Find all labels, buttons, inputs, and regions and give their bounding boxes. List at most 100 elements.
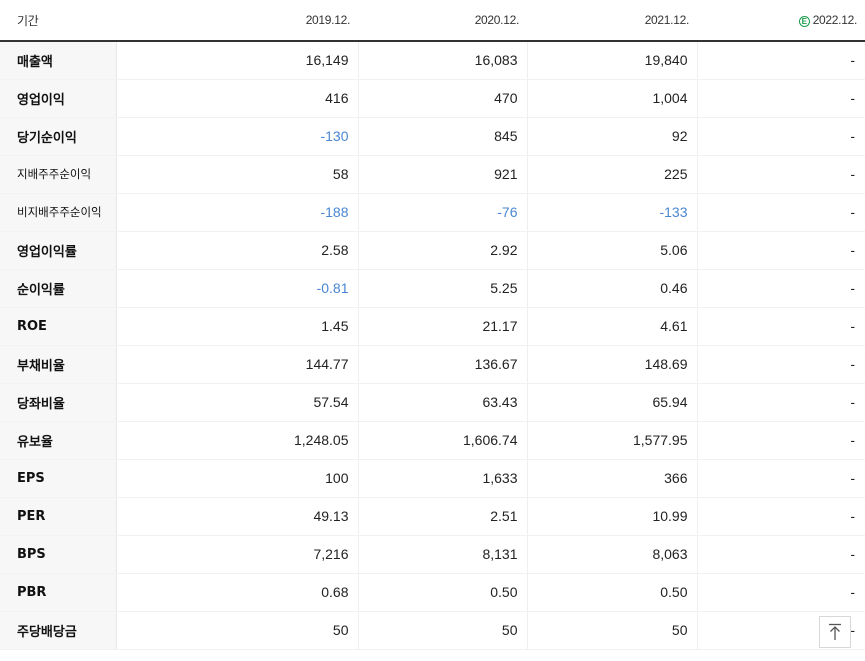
table-cell: - xyxy=(696,230,865,270)
table-row-bps: BPS 7,216 8,131 8,063 - xyxy=(0,535,865,574)
table-cell: 19,840 xyxy=(526,41,697,80)
table-cell: - xyxy=(696,344,865,384)
table-cell: 0.50 xyxy=(357,573,527,612)
table-cell: 92 xyxy=(526,117,697,156)
table-row-net-margin: 순이익률 -0.81 5.25 0.46 - xyxy=(0,269,865,308)
table-cell: 148.69 xyxy=(526,344,697,384)
table-cell: 4.61 xyxy=(526,307,697,346)
table-cell: - xyxy=(696,497,865,536)
table-cell: 1,248.05 xyxy=(115,421,358,460)
table-cell: 49.13 xyxy=(115,497,358,536)
table-cell: 921 xyxy=(357,155,527,194)
table-row-controlling-net-income: 지배주주순이익 58 921 225 - xyxy=(0,155,865,194)
table-cell: 50 xyxy=(526,610,697,650)
period-2020-header: 2020.12. xyxy=(358,0,527,42)
period-2022-header: E 2022.12. xyxy=(697,0,865,42)
table-row-revenue: 매출액 16,149 16,083 19,840 - xyxy=(0,41,865,80)
table-row-quick-ratio: 당좌비율 57.54 63.43 65.94 - xyxy=(0,383,865,422)
table-cell: 144.77 xyxy=(115,344,358,384)
table-cell: 1,633 xyxy=(357,458,527,498)
table-cell: 470 xyxy=(357,79,527,118)
table-cell: - xyxy=(696,573,865,612)
row-label: 비지배주주순이익 xyxy=(0,193,117,232)
table-cell: - xyxy=(696,193,865,232)
table-cell: 2.51 xyxy=(357,497,527,536)
row-label: PBR xyxy=(0,573,117,612)
table-row-operating-margin: 영업이익률 2.58 2.92 5.06 - xyxy=(0,230,865,270)
table-cell: 136.67 xyxy=(357,344,527,384)
row-label: 부채비율 xyxy=(0,344,117,384)
table-cell: -0.81 xyxy=(115,269,358,308)
row-label: 지배주주순이익 xyxy=(0,155,117,194)
table-cell: -130 xyxy=(115,117,358,156)
row-label: 매출액 xyxy=(0,41,117,80)
table-cell: - xyxy=(696,117,865,156)
table-cell: - xyxy=(696,155,865,194)
period-2019-header: 2019.12. xyxy=(116,0,358,42)
table-row-eps: EPS 100 1,633 366 - xyxy=(0,458,865,498)
table-cell: - xyxy=(696,421,865,460)
table-row-noncontrolling-net-income: 비지배주주순이익 -188 -76 -133 - xyxy=(0,193,865,232)
scroll-to-top-button[interactable] xyxy=(819,616,851,648)
row-label: BPS xyxy=(0,535,117,574)
table-cell: 50 xyxy=(357,610,527,650)
table-cell: 16,149 xyxy=(115,41,358,80)
table-cell: 2.58 xyxy=(115,230,358,270)
estimate-e-icon: E xyxy=(798,16,810,27)
table-cell: 65.94 xyxy=(526,383,697,422)
arrow-up-to-top-icon xyxy=(829,623,841,640)
row-label: EPS xyxy=(0,458,117,498)
table-cell: 57.54 xyxy=(115,383,358,422)
table-row-per: PER 49.13 2.51 10.99 - xyxy=(0,497,865,536)
row-label: 당기순이익 xyxy=(0,117,117,156)
table-cell: 5.06 xyxy=(526,230,697,270)
row-label: 영업이익률 xyxy=(0,230,117,270)
header-row: 기간 2019.12. 2020.12. 2021.12. E 2022.12. xyxy=(0,0,865,42)
table-row-dividend-per-share: 주당배당금 50 50 50 - xyxy=(0,610,865,650)
row-label: 유보율 xyxy=(0,421,117,460)
row-label: 영업이익 xyxy=(0,79,117,118)
table-cell: 8,131 xyxy=(357,535,527,574)
row-label: 순이익률 xyxy=(0,269,117,308)
table-cell: 50 xyxy=(115,610,358,650)
table-cell: - xyxy=(696,535,865,574)
table-cell: 0.46 xyxy=(526,269,697,308)
table-row-net-income: 당기순이익 -130 845 92 - xyxy=(0,117,865,156)
table-cell: 1,606.74 xyxy=(357,421,527,460)
table-cell: - xyxy=(696,458,865,498)
table-cell: 1,004 xyxy=(526,79,697,118)
table-cell: 10.99 xyxy=(526,497,697,536)
table-cell: 0.68 xyxy=(115,573,358,612)
table-cell: 416 xyxy=(115,79,358,118)
table-cell: 100 xyxy=(115,458,358,498)
table-cell: - xyxy=(696,307,865,346)
table-cell: 8,063 xyxy=(526,535,697,574)
table-cell: 366 xyxy=(526,458,697,498)
table-cell: 63.43 xyxy=(357,383,527,422)
table-cell: 58 xyxy=(115,155,358,194)
row-label: PER xyxy=(0,497,117,536)
table-cell: 1,577.95 xyxy=(526,421,697,460)
table-cell: 0.50 xyxy=(526,573,697,612)
table-cell: - xyxy=(696,79,865,118)
table-cell: -188 xyxy=(115,193,358,232)
period-header-label: 기간 xyxy=(0,0,116,42)
table-cell: 1.45 xyxy=(115,307,358,346)
table-row-reserve-ratio: 유보율 1,248.05 1,606.74 1,577.95 - xyxy=(0,421,865,460)
table-row-operating-profit: 영업이익 416 470 1,004 - xyxy=(0,79,865,118)
table-row-roe: ROE 1.45 21.17 4.61 - xyxy=(0,307,865,346)
table-cell: 16,083 xyxy=(357,41,527,80)
table-cell: 2.92 xyxy=(357,230,527,270)
table-cell: 225 xyxy=(526,155,697,194)
table-cell: 7,216 xyxy=(115,535,358,574)
table-row-pbr: PBR 0.68 0.50 0.50 - xyxy=(0,573,865,612)
table-cell: - xyxy=(696,383,865,422)
table-row-debt-ratio: 부채비율 144.77 136.67 148.69 - xyxy=(0,344,865,384)
period-2022-label: 2022.12. xyxy=(812,13,858,27)
table-cell: -76 xyxy=(357,193,527,232)
row-label: 주당배당금 xyxy=(0,610,117,650)
table-cell: -133 xyxy=(526,193,697,232)
table-cell: 21.17 xyxy=(357,307,527,346)
table-cell: - xyxy=(696,41,865,80)
